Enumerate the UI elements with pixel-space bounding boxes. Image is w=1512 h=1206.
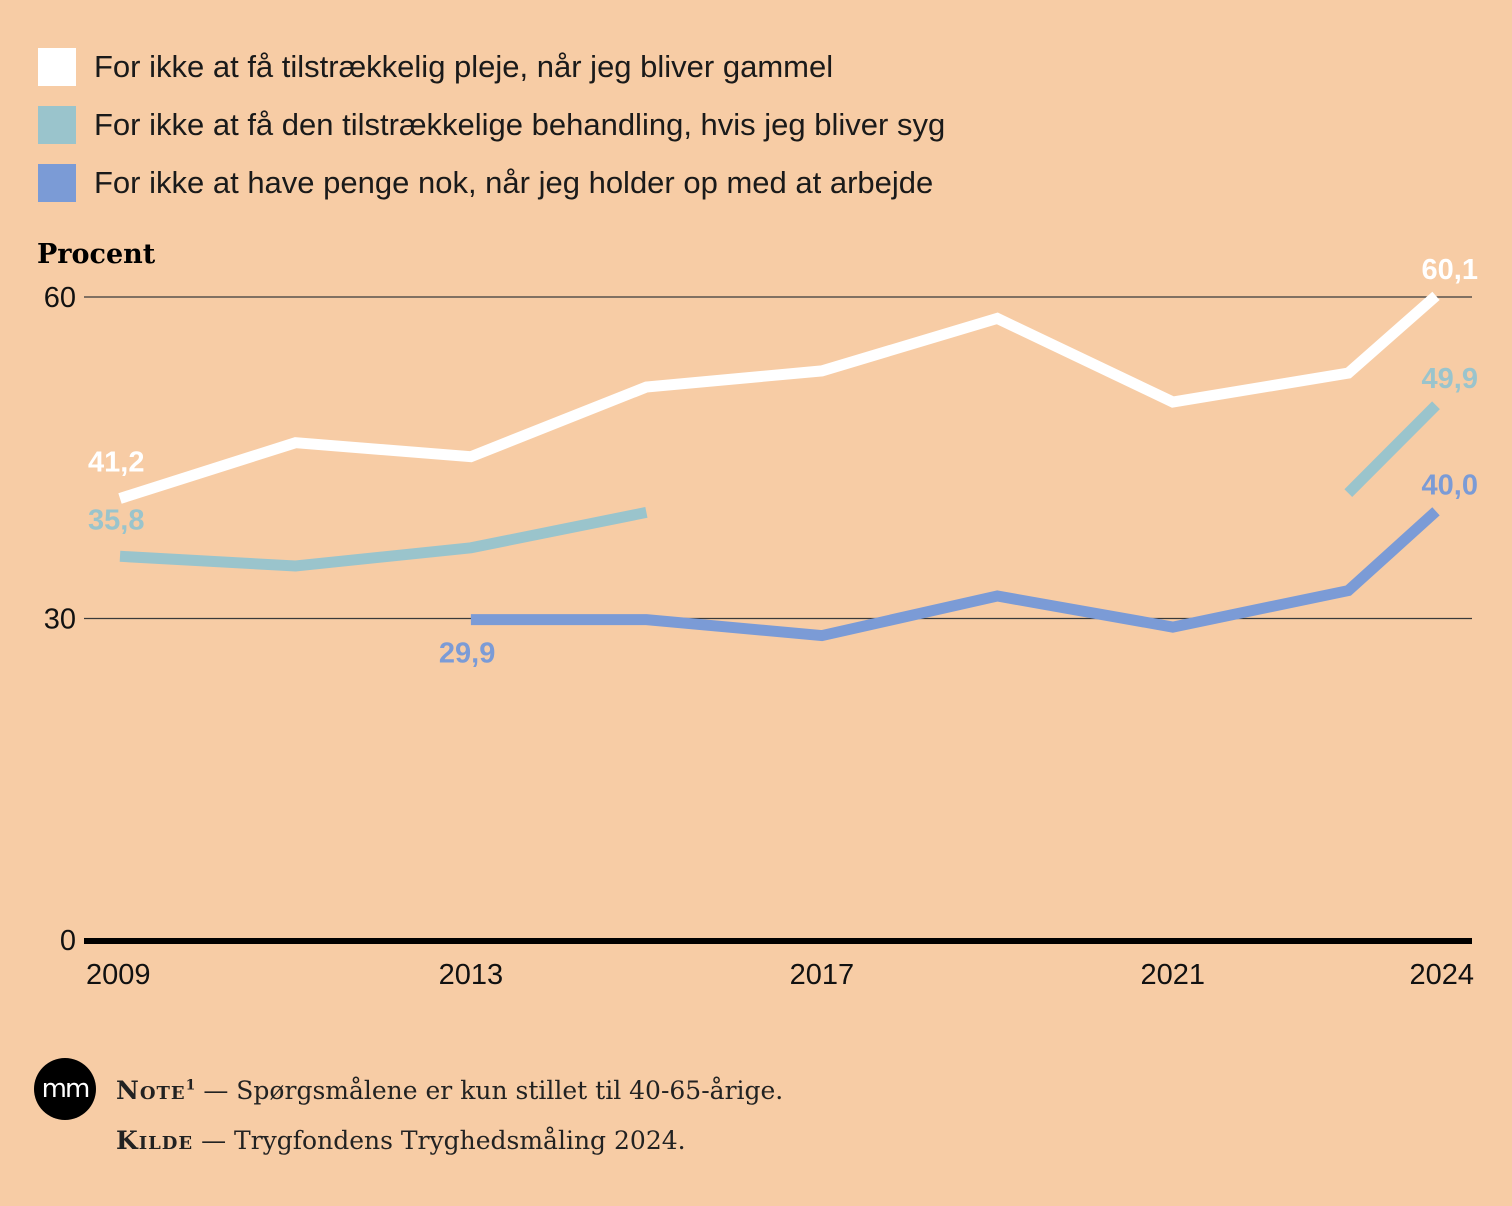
legend-label-pleje: For ikke at få tilstrækkelig pleje, når … (94, 49, 834, 84)
data-label-0-0: 41,2 (88, 446, 144, 478)
note-text: — Spørgsmålene er kun stillet til 40-65-… (203, 1076, 784, 1105)
legend-item-behandling: For ikke at få den tilstrækkelige behand… (38, 96, 945, 154)
data-label-2-0: 29,9 (439, 638, 495, 670)
legend-swatch-pleje (38, 48, 76, 86)
legend: For ikke at få tilstrækkelig pleje, når … (38, 38, 945, 212)
y-tick-0: 0 (60, 925, 76, 957)
legend-item-pleje: For ikke at få tilstrækkelig pleje, når … (38, 38, 945, 96)
source-line: Kilde — Trygfondens Tryghedsmåling 2024. (116, 1126, 686, 1155)
x-tick-2013: 2013 (439, 959, 504, 991)
series-1-line-0 (119, 507, 648, 572)
series-2-line-0 (470, 507, 1440, 642)
data-label-0-1: 60,1 (1422, 254, 1478, 286)
axes: 0 30 60 2009 2013 2017 2021 2024 (44, 282, 1474, 991)
source-text: — Trygfondens Tryghedsmåling 2024. (201, 1126, 686, 1155)
y-tick-30: 30 (44, 604, 76, 636)
x-tick-2009: 2009 (86, 959, 151, 991)
series-0-line-0 (118, 291, 1440, 504)
x-tick-2024: 2024 (1409, 959, 1474, 991)
note-line: Note1 — Spørgsmålene er kun stillet til … (116, 1076, 783, 1105)
series (118, 291, 1440, 642)
source-key: Kilde (116, 1126, 194, 1155)
legend-swatch-behandling (38, 106, 76, 144)
legend-label-penge: For ikke at have penge nok, når jeg hold… (94, 165, 934, 200)
y-tick-60: 60 (44, 282, 76, 314)
data-label-1-0: 35,8 (88, 504, 144, 536)
data-labels: 41,2 60,1 35,8 49,9 29,9 40,0 (88, 254, 1478, 670)
y-axis-label: Procent (37, 239, 156, 270)
line-chart: Procent 0 30 60 2009 2013 2017 2021 2024 41,2 60… (37, 239, 1478, 991)
note-key: Note (116, 1076, 186, 1105)
brand-logo: mm (34, 1058, 96, 1120)
legend-item-penge: For ikke at have penge nok, når jeg hold… (38, 154, 945, 212)
data-label-1-1: 49,9 (1422, 363, 1478, 395)
x-tick-2017: 2017 (790, 959, 855, 991)
x-tick-2021: 2021 (1141, 959, 1206, 991)
series-1-line-1 (1344, 401, 1440, 497)
data-label-2-1: 40,0 (1422, 469, 1478, 501)
legend-label-behandling: For ikke at få den tilstrækkelige behand… (94, 107, 946, 142)
note-superscript: 1 (185, 1077, 196, 1094)
legend-swatch-penge (38, 164, 76, 202)
